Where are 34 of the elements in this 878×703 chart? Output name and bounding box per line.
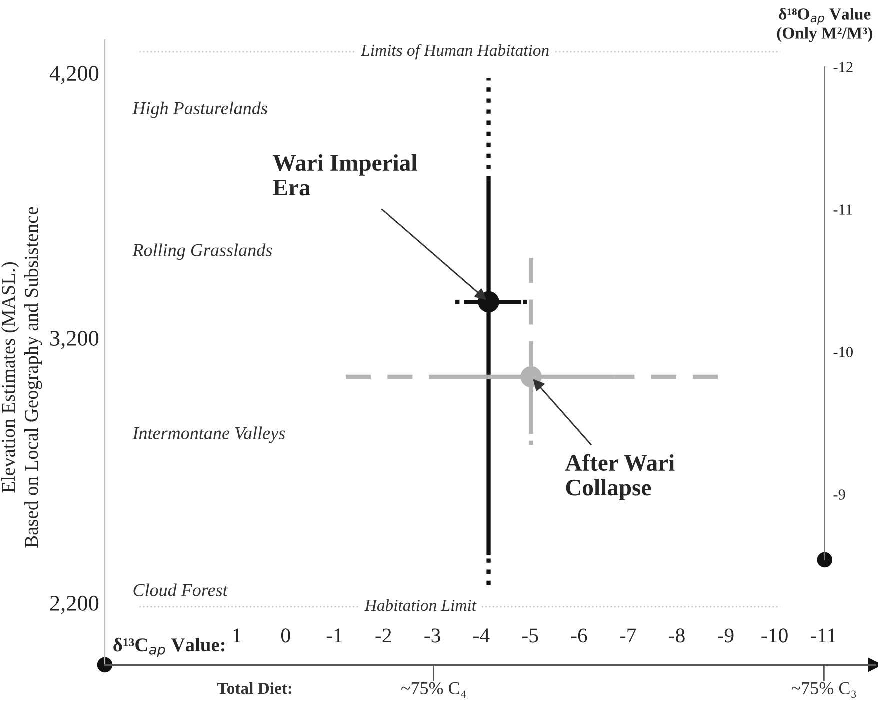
- x-tick-label: -11: [810, 628, 836, 643]
- x-tick-label: 0: [281, 628, 290, 643]
- x-tick-label: -2: [376, 628, 392, 643]
- y2-axis-title: δ¹⁸O$_{ap}$ Value (Only M²/M³): [777, 8, 872, 42]
- annotation: Intermontane Valleys: [132, 426, 286, 444]
- text: ~75% C₄: [401, 682, 466, 698]
- x-tick-label: -7: [620, 628, 636, 643]
- ref-line-label: Habitation Limit: [364, 599, 477, 612]
- y2-tick-label: -11: [834, 204, 852, 215]
- annotation: Wari Imperial Era: [273, 154, 418, 196]
- x-tick-label: -10: [762, 628, 788, 643]
- x-tick-label: -8: [669, 628, 685, 643]
- x-axis-title: δ¹³C$_{ap}$ Value:: [114, 638, 225, 658]
- annotation: High Pasturelands: [132, 102, 268, 118]
- y-tick-label: 4,200: [50, 66, 99, 84]
- x-tick-label: -9: [718, 628, 734, 643]
- y-tick-label: 3,200: [50, 330, 99, 350]
- text: ~75% C₃: [792, 682, 856, 698]
- y-axis-title: Elevation Estimates (MASL.) Based on Local Geography and Subsistence: [1, 207, 42, 548]
- x-tick-label: -4: [474, 628, 490, 643]
- annotation: After Wari Collapse: [565, 454, 675, 501]
- y2-tick-label: -10: [834, 347, 853, 358]
- x-tick-label: -6: [571, 628, 588, 643]
- x-tick-label: -1: [326, 628, 342, 643]
- x-tick-label: -3: [424, 628, 440, 643]
- x-tick-label: -5: [522, 628, 538, 643]
- text: Total Diet:: [218, 682, 292, 694]
- x-tick-label: 1: [234, 628, 241, 643]
- y-tick-label: 2,200: [50, 596, 99, 614]
- ref-line-label: Limits of Human Habitation: [360, 44, 549, 60]
- y2-tick-label: -9: [834, 490, 846, 500]
- annotation: Rolling Grasslands: [132, 244, 272, 260]
- y2-tick-label: -12: [834, 62, 853, 72]
- annotation: Cloud Forest: [134, 584, 228, 596]
